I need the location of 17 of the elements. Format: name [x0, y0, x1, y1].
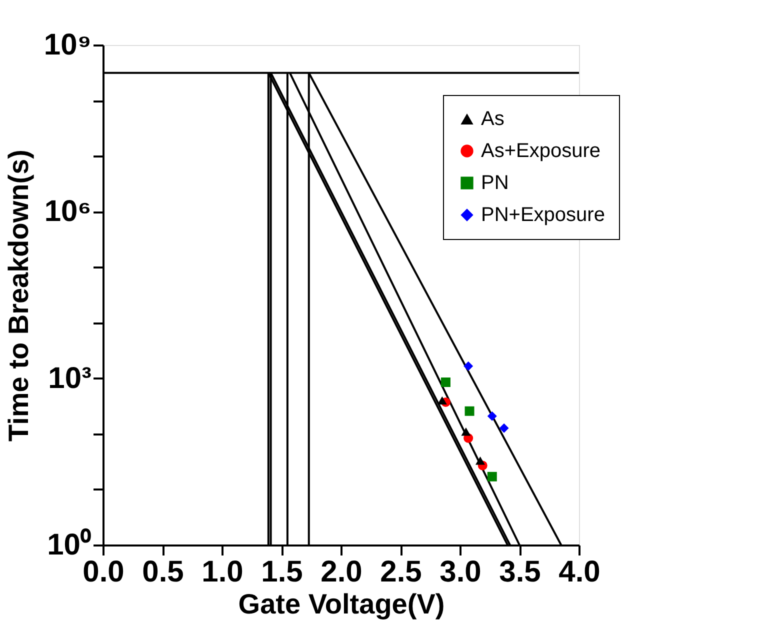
legend-label: As+Exposure	[481, 140, 601, 162]
x-tick-label: 2.5	[380, 556, 422, 588]
x-tick-label: 3.0	[440, 556, 482, 588]
legend-label: PN	[481, 172, 509, 194]
x-tick-label: 1.5	[261, 556, 303, 588]
x-tick-label: 3.5	[499, 556, 541, 588]
y-tick-label: 10⁹	[44, 28, 92, 62]
legend-label: PN+Exposure	[481, 204, 605, 226]
x-tick-label: 2.0	[320, 556, 362, 588]
legend-label: As	[481, 108, 504, 130]
y-tick-label: 10⁶	[44, 195, 92, 228]
x-axis-title: Gate Voltage(V)	[238, 588, 445, 620]
y-tick-label: 10³	[48, 362, 92, 395]
x-tick-label: 1.0	[202, 556, 244, 588]
y-axis-title: Time to Breakdown(s)	[2, 150, 34, 442]
x-tick-label: 4.0	[558, 556, 600, 588]
x-tick-label: 0.5	[142, 556, 184, 588]
